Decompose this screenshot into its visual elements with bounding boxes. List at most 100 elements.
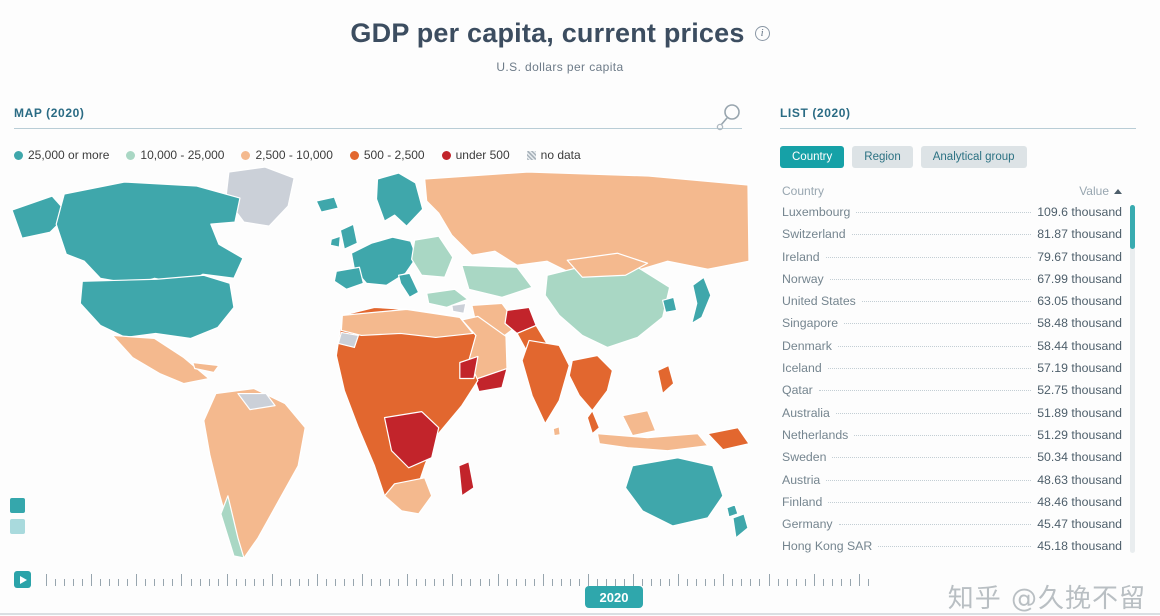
timeline-tick[interactable] [533,579,535,586]
timeline-tick[interactable] [344,579,346,586]
timeline-tick[interactable] [633,574,635,586]
timeline-tick[interactable] [858,574,860,586]
region-china[interactable] [544,264,671,349]
timeline-tick[interactable] [73,579,75,586]
timeline-tick[interactable] [723,574,725,586]
list-item[interactable]: United States 63.05 thousand [782,294,1122,316]
timeline-tick[interactable] [82,579,84,586]
timeline-tick[interactable] [452,574,454,586]
timeline-tick[interactable] [578,579,580,586]
region-venezuela[interactable] [237,392,276,411]
timeline-tick[interactable] [488,579,490,586]
timeline-tick[interactable] [380,579,382,586]
list-item[interactable]: Norway 67.99 thousand [782,272,1122,294]
timeline-tick[interactable] [280,579,282,586]
region-caribbean[interactable] [192,361,220,374]
list-item[interactable]: Switzerland 81.87 thousand [782,227,1122,249]
timeline-tick[interactable] [416,579,418,586]
timeline-tick[interactable] [461,579,463,586]
list-item[interactable]: Ireland 79.67 thousand [782,250,1122,272]
list-item[interactable]: Qatar 52.75 thousand [782,383,1122,405]
region-korea[interactable] [662,296,678,313]
region-south-america[interactable] [203,387,306,559]
timeline-tick[interactable] [768,574,770,586]
timeline-tick[interactable] [696,579,698,586]
timeline-tick[interactable] [642,579,644,586]
timeline-tick[interactable] [371,579,373,586]
region-turkey[interactable] [426,288,469,308]
timeline-tick[interactable] [325,579,327,586]
timeline-tick[interactable] [271,574,273,586]
timeline-tick[interactable] [849,579,851,586]
timeline-tick[interactable] [551,579,553,586]
timeline-tick[interactable] [289,579,291,586]
timeline-tick[interactable] [497,574,499,586]
region-mexico[interactable] [111,334,210,385]
timeline-tick[interactable] [560,579,562,586]
region-australia[interactable] [624,457,724,527]
timeline-tick[interactable] [362,574,364,586]
list-item[interactable]: Netherlands 51.29 thousand [782,428,1122,450]
timeline-tick[interactable] [353,579,355,586]
play-button[interactable] [14,571,31,588]
timeline-tick[interactable] [786,579,788,586]
region-eastern-europe[interactable] [411,235,454,278]
timeline-tick[interactable] [470,579,472,586]
region-indonesia[interactable] [596,433,709,452]
timeline-tick[interactable] [687,579,689,586]
list-item[interactable]: Finland 48.46 thousand [782,495,1122,517]
timeline-tick[interactable] [389,579,391,586]
legend-item-nodata[interactable]: no data [526,148,581,162]
timeline-tick[interactable] [262,579,264,586]
list-item[interactable]: Sweden 50.34 thousand [782,450,1122,472]
timeline-slider[interactable] [46,572,870,586]
list-item[interactable]: Austria 48.63 thousand [782,473,1122,495]
tab-country[interactable]: Country [780,146,845,168]
timeline-tick[interactable] [100,579,102,586]
timeline-tick[interactable] [741,579,743,586]
timeline-tick[interactable] [172,579,174,586]
timeline-tick[interactable] [506,579,508,586]
region-chile[interactable] [220,495,245,559]
region-japan[interactable] [691,276,712,324]
list-item[interactable]: Iceland 57.19 thousand [782,361,1122,383]
timeline-tick[interactable] [163,579,165,586]
region-canada[interactable] [55,181,244,285]
region-western-sahara[interactable] [337,331,360,349]
timeline-tick[interactable] [46,574,47,586]
timeline-tick[interactable] [109,579,111,586]
timeline-tick[interactable] [127,579,129,586]
region-central-asia[interactable] [461,264,533,298]
timeline-tick[interactable] [524,579,526,586]
timeline-tick[interactable] [614,579,616,586]
timeline-tick[interactable] [64,579,66,586]
list-scrollbar-thumb[interactable] [1130,205,1135,249]
list-item[interactable]: Germany 45.47 thousand [782,517,1122,539]
year-badge[interactable]: 2020 [585,586,643,608]
list-item[interactable]: Luxembourg 109.6 thousand [782,205,1122,227]
column-header-value[interactable]: Value [1079,184,1122,198]
timeline-tick[interactable] [705,579,707,586]
timeline-tick[interactable] [181,574,183,586]
timeline-tick[interactable] [813,574,815,586]
timeline-tick[interactable] [335,579,336,586]
timeline-tick[interactable] [55,579,57,586]
region-syria[interactable] [451,302,467,314]
list-item[interactable]: Singapore 58.48 thousand [782,316,1122,338]
region-india[interactable] [521,339,570,425]
timeline-tick[interactable] [307,579,309,586]
list-item[interactable]: Denmark 58.44 thousand [782,339,1122,361]
timeline-tick[interactable] [298,579,300,586]
timeline-tick[interactable] [840,579,842,586]
list-item[interactable]: Australia 51.89 thousand [782,406,1122,428]
region-sri-lanka[interactable] [552,426,561,437]
region-yemen[interactable] [474,367,508,393]
region-mongolia[interactable] [566,252,649,278]
timeline-tick[interactable] [118,579,120,586]
map-search-icon[interactable] [714,101,744,133]
timeline-tick[interactable] [777,579,779,586]
timeline-tick[interactable] [407,574,409,586]
timeline-tick[interactable] [542,574,544,586]
list-scrollbar-track[interactable] [1130,205,1135,553]
legend-item-b2500[interactable]: 2,500 - 10,000 [241,148,333,162]
